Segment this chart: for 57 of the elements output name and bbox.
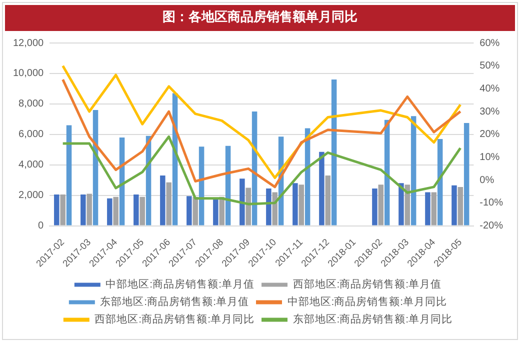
bar: [425, 192, 430, 226]
bar: [240, 178, 245, 226]
y-tick-label: 2,000: [18, 190, 44, 202]
bar: [192, 196, 198, 226]
bar: [107, 198, 112, 226]
legend-label: 中部地区:商品房销售额:单月值: [106, 278, 255, 291]
bar: [166, 182, 172, 226]
y-tick-label: 4,000: [18, 160, 44, 171]
bar: [452, 185, 457, 226]
legend-label: 西部地区:商品房销售额:单月值: [292, 278, 442, 291]
legend-label: 东部地区:商品房销售额:单月值: [100, 295, 250, 308]
y2-tick-label: 40%: [480, 83, 500, 94]
bar: [319, 152, 324, 226]
y-tick-label: 0: [38, 220, 44, 232]
bar: [160, 176, 166, 226]
bar: [325, 176, 331, 226]
y-tick-label: 6,000: [18, 129, 44, 140]
bar: [266, 188, 272, 226]
y2-tick-label: -20%: [480, 220, 504, 232]
y-tick-label: 10,000: [12, 68, 44, 80]
bar: [437, 138, 443, 226]
bar: [398, 183, 404, 226]
y2-tick-label: 20%: [480, 129, 500, 140]
y2-tick-label: 0%: [480, 174, 494, 186]
bar: [80, 194, 86, 226]
legend-label: 东部地区:商品房销售额:单月同比: [292, 312, 453, 326]
bar: [378, 184, 384, 226]
bar: [410, 116, 416, 226]
bar: [298, 184, 304, 226]
y2-tick-label: 50%: [480, 60, 500, 72]
bar: [246, 188, 251, 226]
bar: [54, 194, 60, 226]
legend-label: 西部地区:商品房销售额:单月同比: [94, 312, 255, 326]
bar: [60, 194, 66, 226]
chart-title: 图：各地区商品房销售额单月同比: [5, 5, 515, 31]
bar: [86, 194, 92, 226]
bar: [213, 198, 218, 226]
bar: [431, 192, 437, 226]
bar: [134, 194, 139, 226]
bar: [272, 192, 278, 226]
bar: [331, 80, 337, 226]
y2-tick-label: 30%: [480, 106, 500, 118]
bar: [292, 183, 298, 226]
y2-tick-label: 60%: [480, 38, 500, 49]
bar: [140, 196, 145, 226]
y-tick-label: 12,000: [12, 38, 44, 49]
legend-label: 中部地区:商品房销售额:单月同比: [287, 295, 448, 308]
bar: [464, 122, 470, 226]
bar: [66, 125, 72, 226]
y2-tick-label: 10%: [480, 152, 500, 163]
bar: [372, 188, 378, 226]
bar: [219, 196, 224, 226]
bar: [458, 186, 464, 226]
y2-tick-label: -10%: [480, 198, 504, 209]
y-tick-label: 8,000: [18, 98, 44, 110]
bar: [113, 196, 118, 226]
bar: [186, 196, 192, 226]
